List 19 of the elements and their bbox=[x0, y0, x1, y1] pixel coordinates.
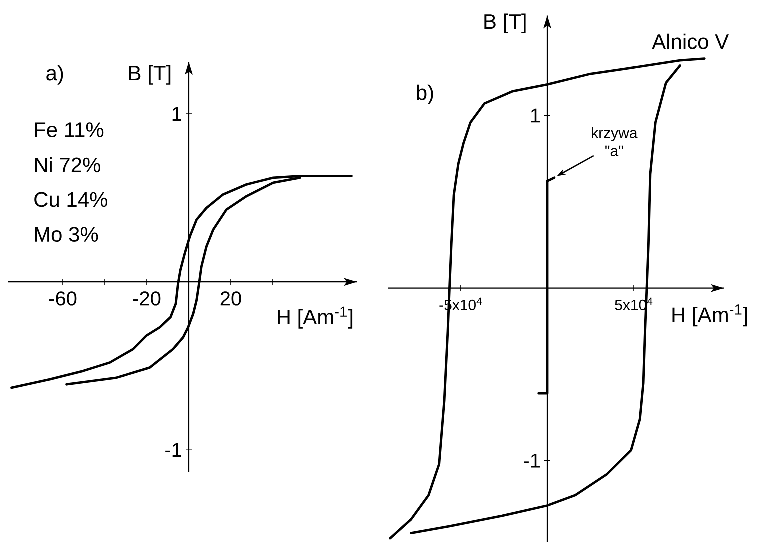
x-axis-title: H [Am$^{-1}$] bbox=[278, 307, 353, 330]
annotation: Cu 14% bbox=[34, 192, 108, 208]
x-tick-label: -20 bbox=[133, 292, 161, 306]
x-tick-label: 20 bbox=[220, 292, 242, 306]
series-label: Alnico V bbox=[652, 34, 730, 50]
chart-title: a) bbox=[46, 66, 64, 86]
y-tick-label: 1 bbox=[172, 107, 182, 122]
annotation: Fe 11% bbox=[35, 122, 104, 138]
y-tick-label: -1 bbox=[524, 454, 540, 468]
y-axis-title: B [T] bbox=[484, 14, 526, 34]
annotation: krzywa "a" bbox=[592, 128, 638, 157]
y-tick-label: 1 bbox=[531, 109, 540, 123]
y-tick-label: -1 bbox=[166, 444, 182, 458]
text: b) bbox=[417, 85, 434, 105]
x-tick-label: -60 bbox=[49, 292, 77, 306]
y-axis-title: B [T] bbox=[129, 66, 171, 86]
x-axis-title: H [Am$^{-1}$] bbox=[672, 304, 748, 327]
annotation: Ni 72% bbox=[35, 157, 100, 173]
annotation: Mo 3% bbox=[35, 227, 98, 242]
